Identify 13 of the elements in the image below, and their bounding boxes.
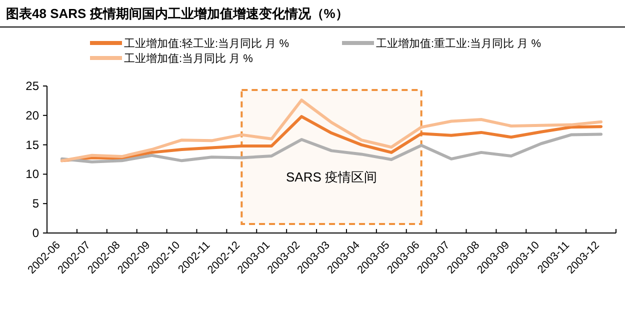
chart-title: 图表48 SARS 疫情期间国内工业增加值增速变化情况（%）	[6, 6, 348, 21]
band-label: SARS 疫情区间	[286, 170, 378, 185]
legend-label: 工业增加值:轻工业:当月同比 月 %	[124, 37, 290, 50]
y-tick-label: 25	[26, 79, 40, 93]
legend-label: 工业增加值:重工业:当月同比 月 %	[376, 37, 542, 50]
line-series	[60, 98, 603, 162]
y-tick-label: 15	[26, 138, 40, 152]
y-tick-label: 10	[26, 167, 40, 182]
legend-label: 工业增加值:当月同比 月 %	[124, 52, 254, 65]
y-tick-label: 20	[26, 108, 40, 122]
y-tick-label: 0	[32, 226, 40, 240]
y-tick-label: 5	[32, 196, 40, 211]
line-series	[60, 132, 603, 164]
